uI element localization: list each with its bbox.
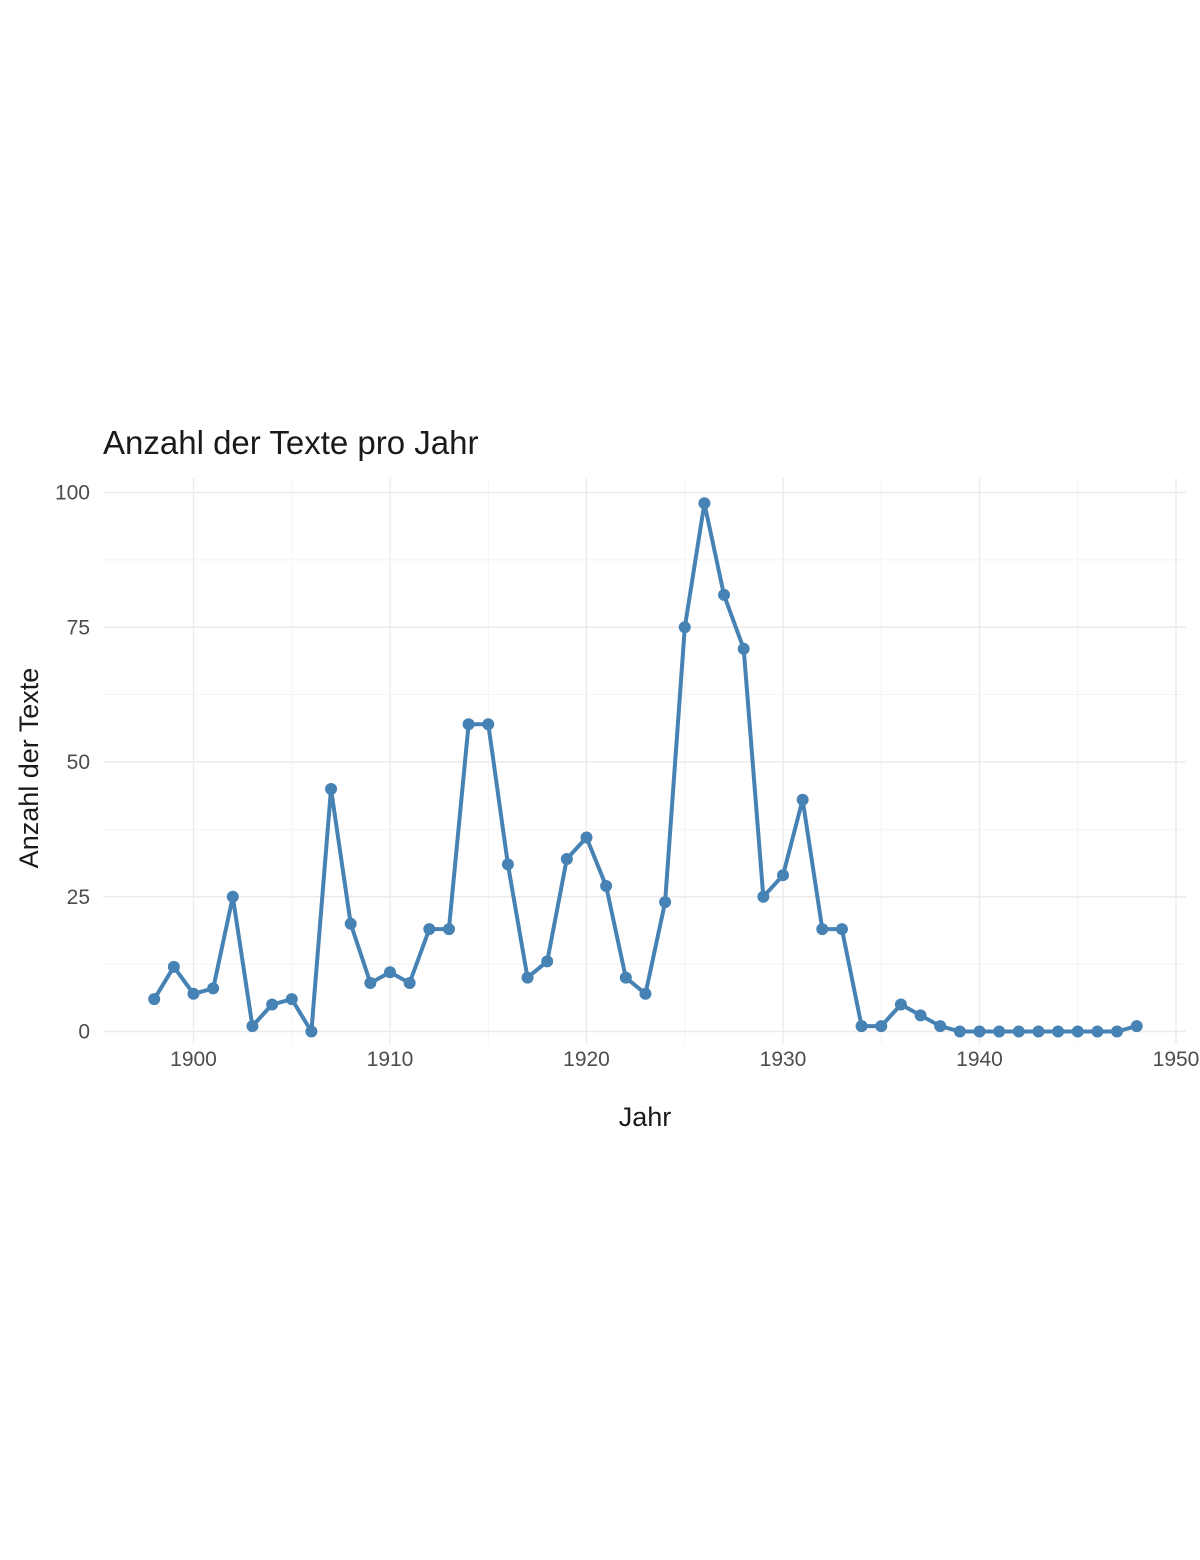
data-point	[1130, 1020, 1143, 1033]
data-point	[816, 923, 829, 936]
data-point	[993, 1025, 1006, 1038]
data-point	[501, 858, 514, 871]
data-point	[796, 793, 809, 806]
x-tick-label: 1930	[760, 1048, 807, 1071]
data-point	[600, 879, 613, 892]
data-point	[364, 976, 377, 989]
data-point	[246, 1020, 259, 1033]
data-point	[187, 987, 200, 1000]
chart-title: Anzahl der Texte pro Jahr	[103, 424, 478, 461]
data-point	[855, 1020, 868, 1033]
data-point	[894, 998, 907, 1011]
y-axis-title: Anzahl der Texte	[14, 668, 44, 869]
data-point	[305, 1025, 318, 1038]
y-tick-label: 25	[67, 886, 90, 909]
data-point	[462, 718, 475, 731]
x-tick-label: 1950	[1153, 1048, 1200, 1071]
data-point	[914, 1009, 927, 1022]
data-point	[639, 987, 652, 1000]
data-point	[875, 1020, 888, 1033]
data-point	[659, 896, 672, 909]
data-point	[698, 497, 711, 510]
data-point	[1111, 1025, 1124, 1038]
data-point	[1032, 1025, 1045, 1038]
data-point	[560, 853, 573, 866]
series-line	[152, 501, 1139, 1034]
y-tick-label: 50	[67, 751, 90, 774]
data-point	[442, 923, 455, 936]
data-point	[934, 1020, 947, 1033]
data-point	[580, 831, 593, 844]
data-point	[344, 917, 357, 930]
data-point	[973, 1025, 986, 1038]
data-point	[953, 1025, 966, 1038]
data-point	[777, 869, 789, 882]
series-line-group	[148, 497, 1143, 1038]
data-point	[285, 993, 298, 1006]
data-point	[678, 621, 691, 634]
x-axis-title: Jahr	[619, 1102, 672, 1132]
y-tick-label: 0	[78, 1021, 90, 1044]
data-point	[835, 923, 848, 936]
data-point	[1091, 1025, 1104, 1038]
x-tick-label: 1900	[170, 1048, 217, 1071]
x-axis-ticks: 1900 1910 1920 1930 1940 1950	[170, 1048, 1199, 1071]
data-point	[423, 923, 436, 936]
data-point	[226, 890, 239, 903]
y-tick-label: 75	[67, 616, 90, 639]
y-axis-ticks: 0 25 50 75 100	[55, 482, 90, 1044]
data-point	[1012, 1025, 1025, 1038]
data-point	[757, 890, 770, 903]
data-point	[167, 960, 180, 973]
data-point	[325, 782, 338, 795]
data-point	[718, 588, 731, 601]
x-tick-label: 1920	[563, 1048, 610, 1071]
data-point	[482, 718, 495, 731]
data-point	[266, 998, 279, 1011]
data-point	[207, 982, 220, 995]
x-tick-label: 1910	[367, 1048, 414, 1071]
data-point	[403, 976, 416, 989]
data-point	[1071, 1025, 1084, 1038]
data-point	[1052, 1025, 1065, 1038]
grid	[103, 478, 1186, 1044]
data-point	[384, 966, 396, 979]
x-tick-label: 1940	[956, 1048, 1003, 1071]
data-point	[148, 993, 161, 1006]
data-point	[619, 971, 632, 984]
data-point	[521, 971, 534, 984]
data-point	[737, 642, 750, 655]
y-tick-label: 100	[55, 482, 90, 505]
data-point	[541, 955, 554, 968]
